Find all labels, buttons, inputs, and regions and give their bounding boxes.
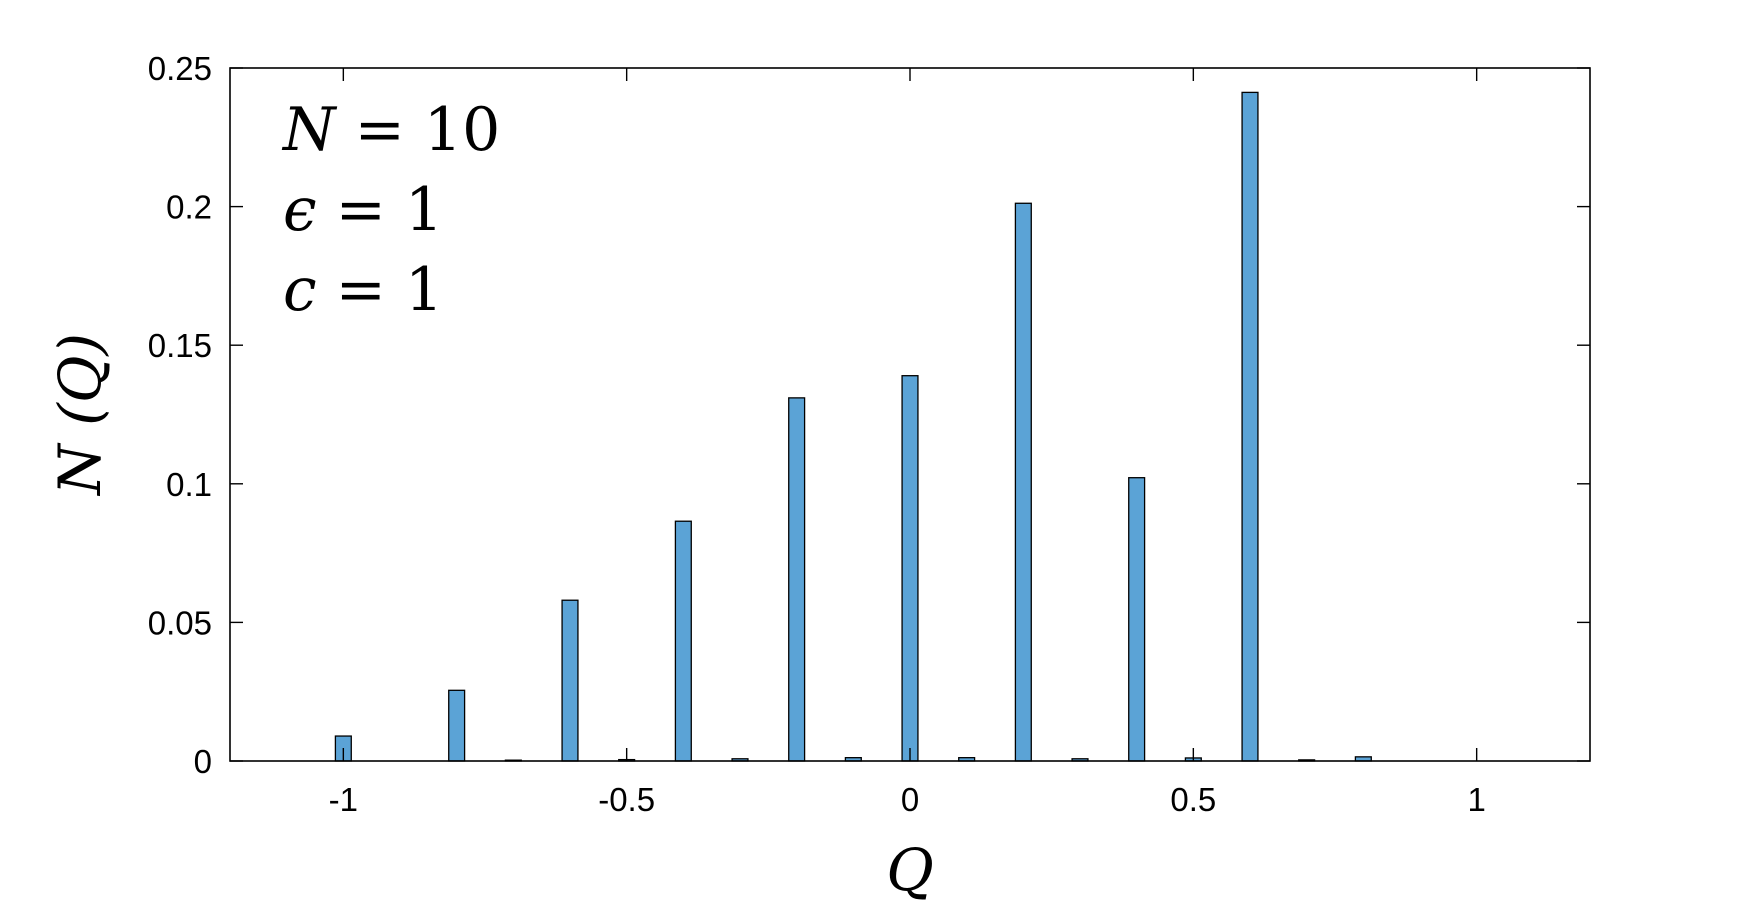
bar [1014,202,1032,762]
annotation-var: ϵ [283,175,317,245]
x-tick-label: 0 [901,781,919,818]
annotation-rest: = 10 [336,95,501,165]
bar [788,397,806,762]
bar [561,599,579,762]
x-tick-label: 0.5 [1170,781,1216,818]
annotation-var: N [281,95,338,165]
annotation-var: c [283,255,317,325]
annotation-box: N = 10 ϵ = 1 c = 1 [281,95,500,325]
x-tick-label: -0.5 [598,781,655,818]
y-tick-label: 0.15 [148,327,212,364]
annotation-line-3: c = 1 [283,255,443,325]
x-tick-label: 1 [1467,781,1485,818]
annotation-rest: = 1 [317,175,444,245]
tick-labels-group: -1 -0.5 0 0.5 1 0 0.05 0.1 0.15 0.2 0.25 [148,50,1486,818]
bar [448,689,466,762]
annotation-line-1: N = 10 [281,95,500,165]
x-tick-label: -1 [329,781,358,818]
y-tick-label: 0.05 [148,604,212,641]
annotation-rest: = 1 [317,255,444,325]
y-tick-label: 0.1 [166,466,212,503]
y-tick-label: 0 [194,743,212,780]
annotation-line-2: ϵ = 1 [283,175,443,245]
y-tick-label: 0.25 [148,50,212,87]
y-axis-label: N (Q) [46,333,114,497]
bars-group [334,91,1372,762]
ticks-group [230,67,1590,762]
plot-frame [229,67,1591,762]
bar [901,375,919,762]
x-axis-label: Q [886,836,934,904]
bar [1241,91,1259,762]
y-tick-label: 0.2 [166,189,212,226]
bar [1128,477,1146,762]
bar [674,520,692,762]
